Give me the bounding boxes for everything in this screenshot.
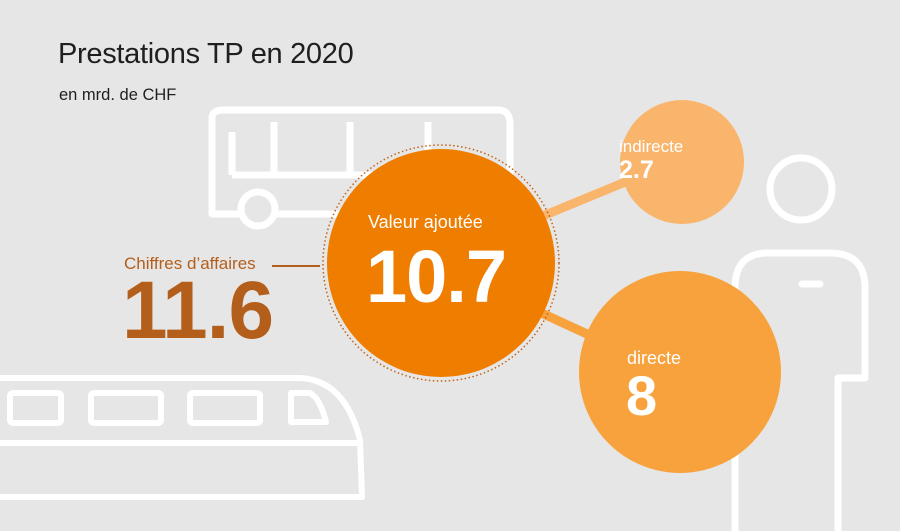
turnover-value: 11.6 xyxy=(122,265,274,356)
bubble-indirect xyxy=(620,100,744,224)
bubble-direct xyxy=(579,271,781,473)
bubble-value-added xyxy=(327,149,555,377)
page-title: Prestations TP en 2020 xyxy=(58,38,354,70)
connector-indirect xyxy=(536,175,632,223)
bus-icon xyxy=(208,106,514,230)
value-added-label: Valeur ajoutée xyxy=(368,212,483,232)
direct-value: 8 xyxy=(626,364,658,427)
indirect-label: indirecte xyxy=(619,137,684,156)
train-icon xyxy=(0,375,365,500)
page-subtitle: en mrd. de CHF xyxy=(59,86,177,104)
turnover-leader-line xyxy=(272,265,320,267)
direct-label: directe xyxy=(627,348,682,368)
turnover-label: Chiffres d’affaires xyxy=(124,254,256,273)
bubble-main-ring xyxy=(322,144,560,382)
value-added-value: 10.7 xyxy=(366,235,507,318)
indirect-value: 2.7 xyxy=(619,156,654,184)
